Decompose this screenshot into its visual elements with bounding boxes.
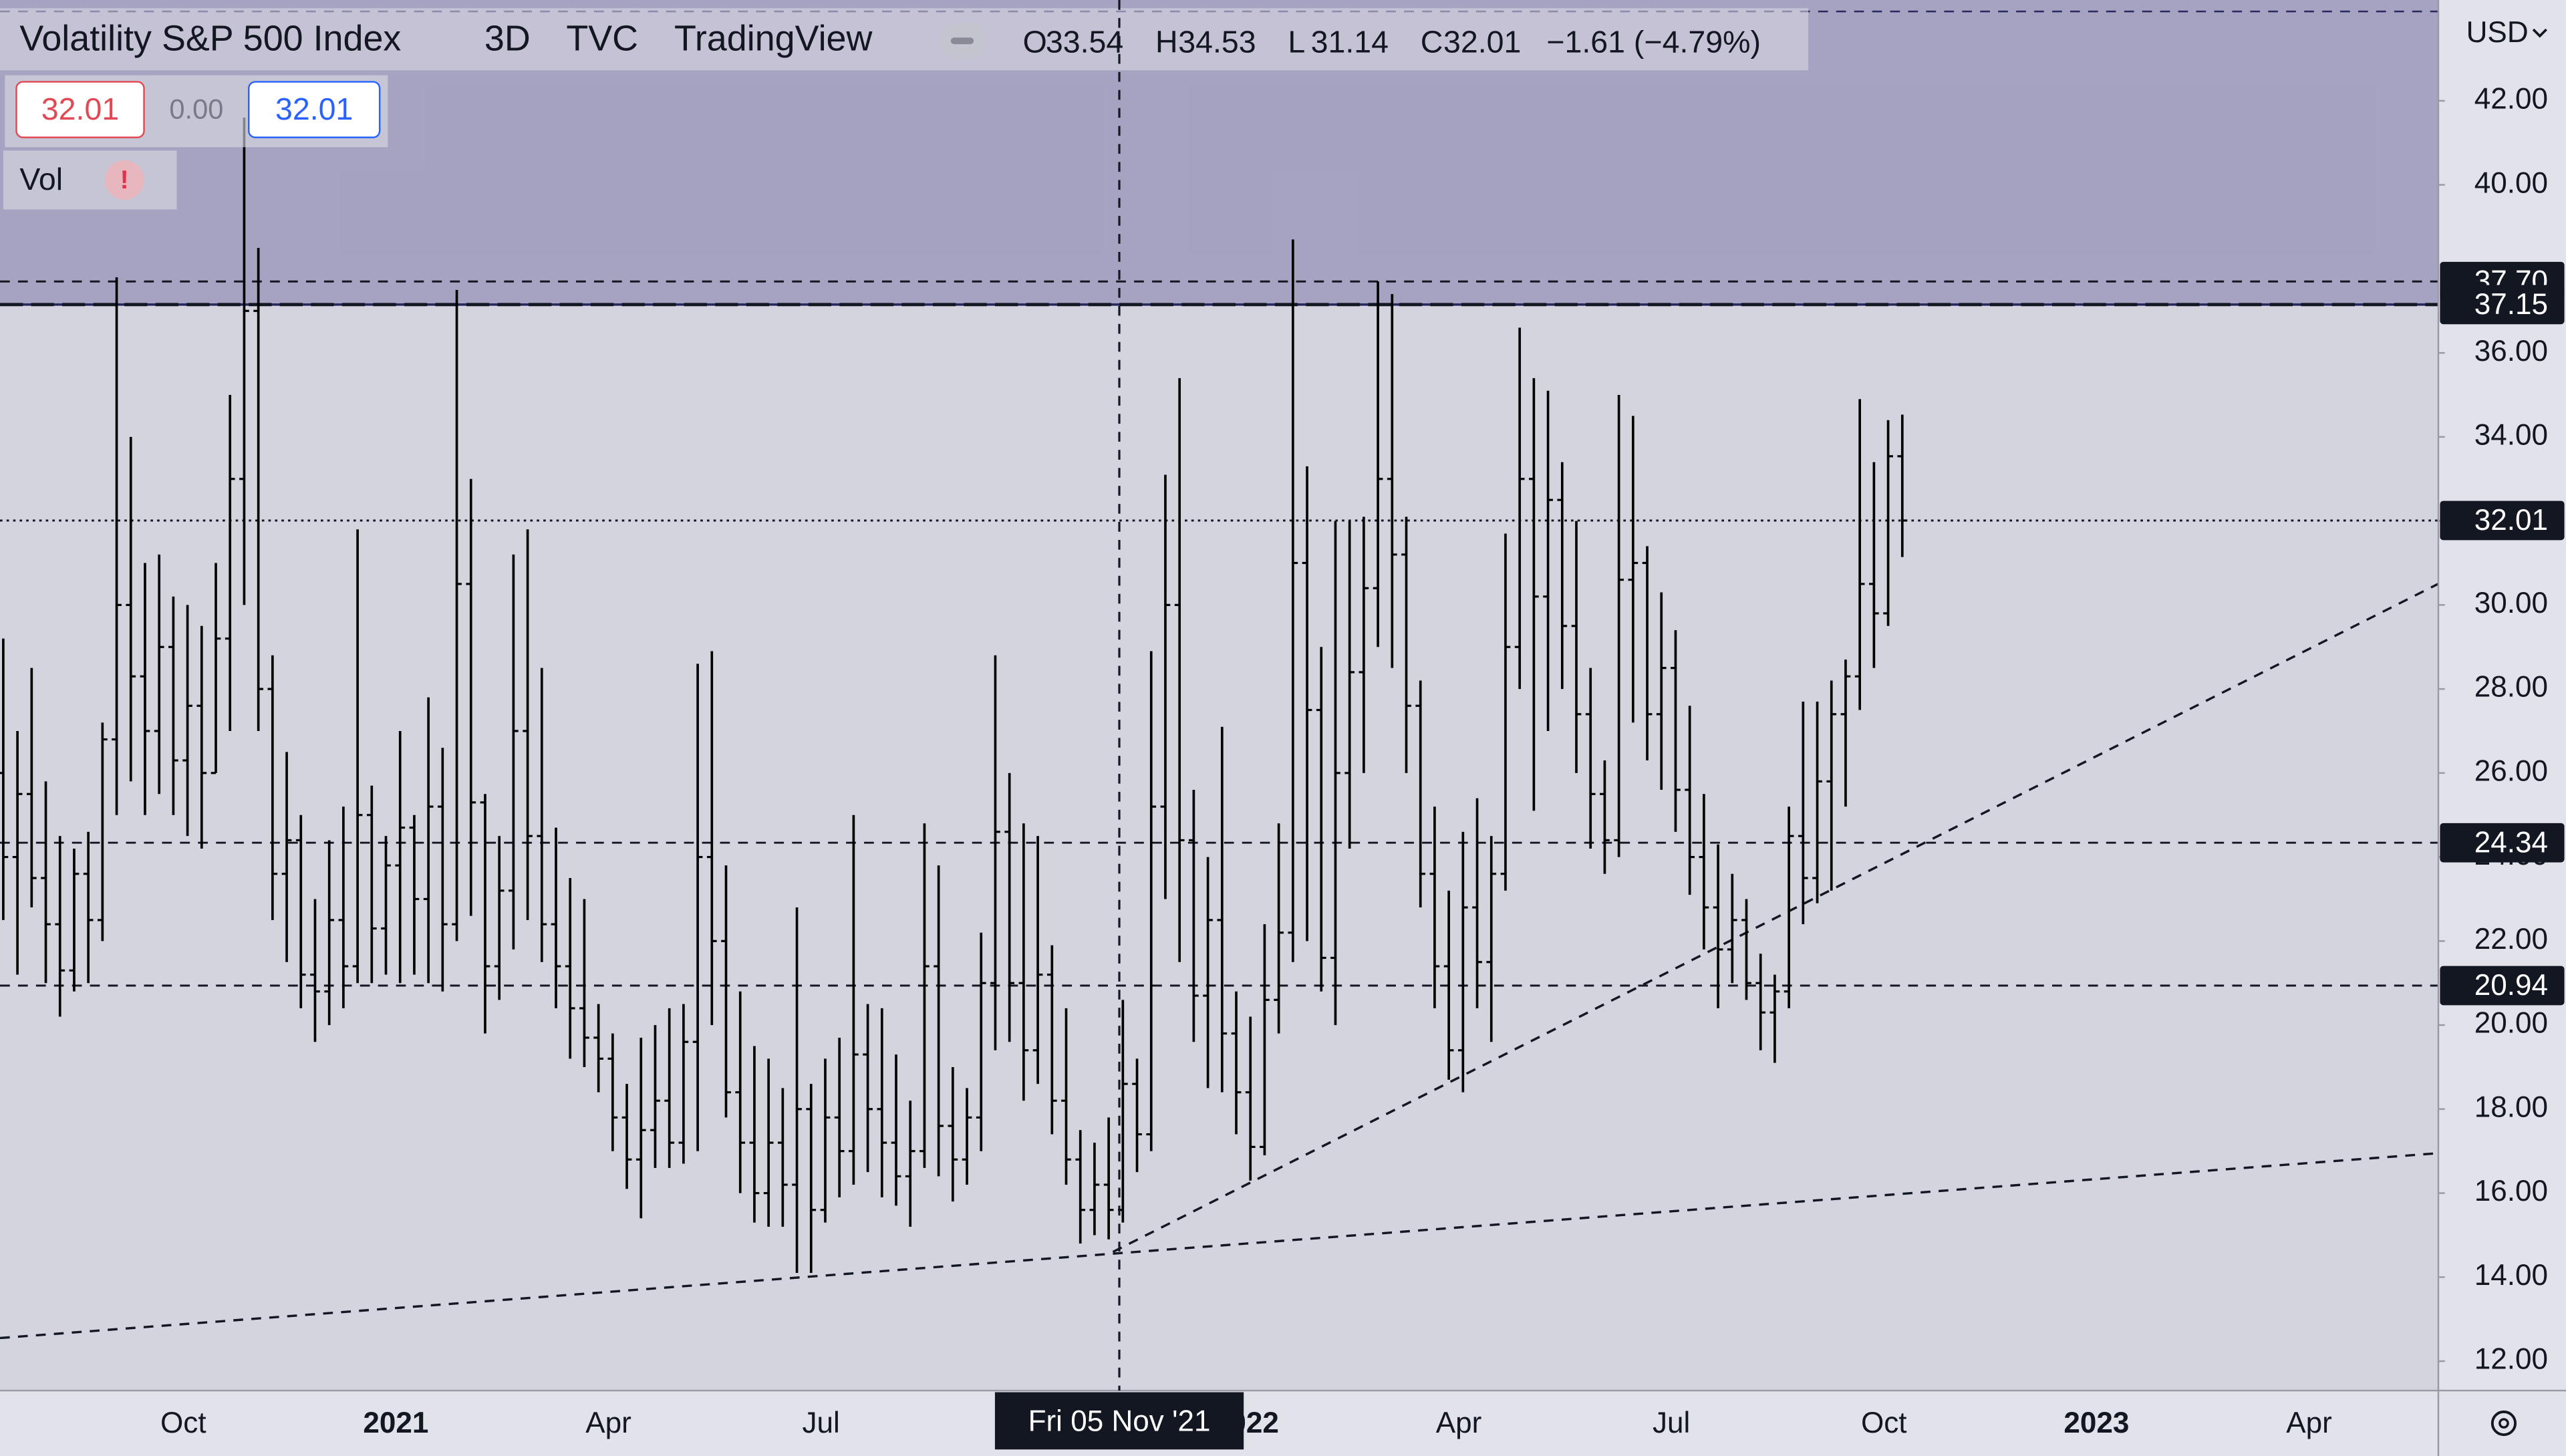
legend-key: H [1155,24,1178,59]
gear-center [2499,1418,2509,1429]
legend-bg [0,8,1809,71]
currency-chevron [2532,28,2547,38]
price-badge [2440,285,2565,325]
y-tick-label: 20.00 [2474,1007,2548,1040]
collapse-icon [950,37,974,45]
legend-value: 32.01 [1443,24,1521,59]
price-badge [2440,500,2565,541]
price-badge-label: 20.94 [2474,969,2548,1002]
y-tick-label: 42.00 [2474,83,2548,116]
interval[interactable]: 3D [484,18,531,58]
sell-price: 32.01 [41,92,119,126]
axes: 12.0014.0016.0018.0020.0022.0024.0026.00… [160,83,2565,1439]
currency[interactable]: USD [2466,16,2529,49]
y-tick-label: 40.00 [2474,166,2548,199]
legend-value: 31.14 [1311,24,1389,59]
legend-key: O [1023,24,1047,59]
alert-badge[interactable] [104,160,144,200]
legend-value: 34.53 [1178,24,1256,59]
x-tick-label: 2023 [2063,1407,2129,1439]
y-tick-label: 12.00 [2474,1343,2548,1376]
price-badge-label: 24.34 [2474,826,2548,859]
trend-line [1112,583,2439,1254]
exchange: TVC [566,18,638,58]
x-tick-label: Oct [1861,1407,1907,1439]
crosshair-badge [994,1392,1244,1450]
crosshair-layer: Fri 05 Nov '21 [994,0,1244,1450]
buy-price: 32.01 [275,92,353,126]
spread: 0.00 [169,93,223,124]
x-tick-label: Apr [2286,1407,2332,1439]
y-tick-label: 14.00 [2474,1259,2548,1292]
x-tick-label: Oct [160,1407,206,1439]
indicator-bg [3,150,177,210]
source: TradingView [674,18,873,58]
y-tick-label: 30.00 [2474,587,2548,619]
y-tick-label: 18.00 [2474,1090,2548,1123]
change: −1.61 (−4.79%) [1546,24,1761,59]
x-tick-label: Apr [585,1407,631,1439]
price-badge [2440,823,2565,863]
y-tick-label: 28.00 [2474,671,2548,704]
y-tick-label: 36.00 [2474,335,2548,368]
legend-key: L [1288,24,1305,59]
sell-box[interactable] [15,81,145,138]
ohlc-legend: O33.54 H 34.53 L 31.14 C 32.01 [1023,24,1522,59]
y-tick-label: 26.00 [2474,754,2548,787]
x-tick-label: Jul [802,1407,839,1439]
buy-box[interactable] [248,81,381,138]
legend-key: C [1421,24,1443,59]
crosshair-label: Fri 05 Nov '21 [1028,1405,1211,1438]
alert-icon: ! [120,166,129,194]
legend-value: 33.54 [1046,24,1123,59]
settings-icon[interactable] [2490,1410,2517,1437]
y-tick-label: 22.00 [2474,923,2548,956]
x-tick-label: 2021 [363,1407,428,1439]
x-tick-label: Apr [1436,1407,1482,1439]
price-badge-label: 37.15 [2474,288,2548,321]
price-badge [2440,966,2565,1006]
y-tick-label: 16.00 [2474,1175,2548,1207]
symbol-title[interactable]: Volatility S&P 500 Index [19,18,401,58]
price-axis [2438,0,2566,1456]
price-badge-label: 32.01 [2474,504,2548,537]
x-tick-label: Jul [1653,1407,1690,1439]
plot [0,118,2439,1340]
trend-line [0,1152,2438,1340]
gear [2490,1410,2517,1437]
indicator-name[interactable]: Vol [19,162,63,196]
y-tick-label: 34.00 [2474,419,2548,452]
